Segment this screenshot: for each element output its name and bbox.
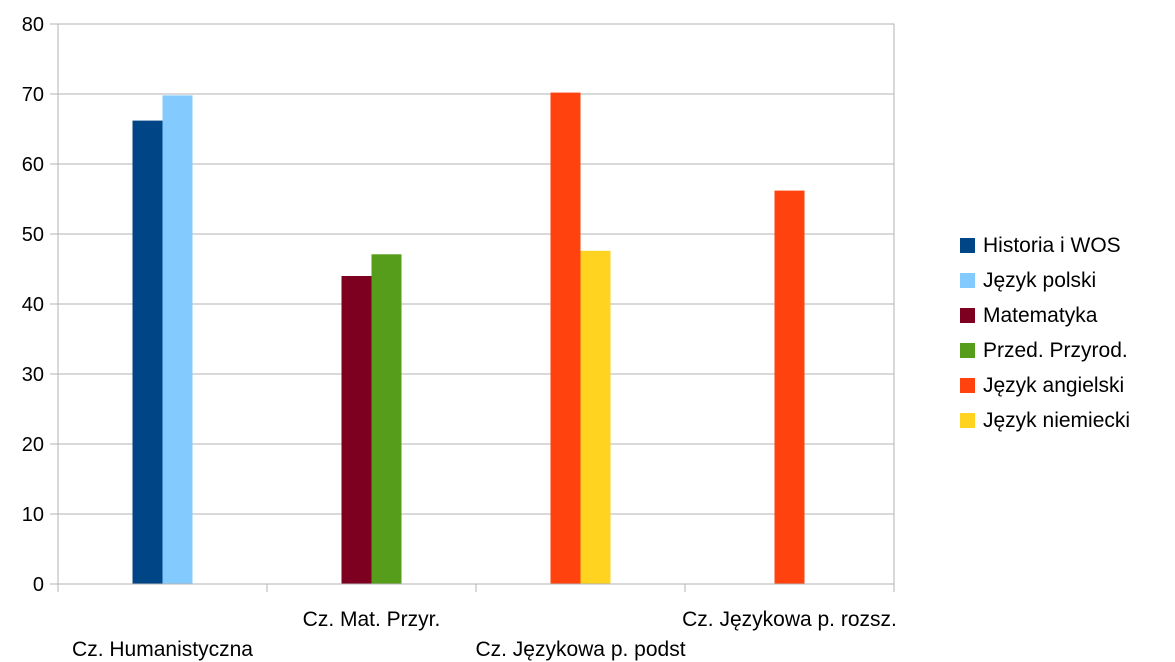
y-tick-labels: 0 10 20 30 40 50 60 70 80 [22, 14, 44, 596]
legend-item: Historia i WOS [960, 228, 1130, 263]
bar [162, 95, 193, 585]
legend-swatch [960, 343, 975, 358]
x-category-label: Cz. Językowa p. podst [475, 638, 685, 661]
legend-swatch [960, 378, 975, 393]
axes [57, 23, 895, 592]
y-tick-label: 60 [22, 154, 44, 176]
bar [550, 92, 581, 584]
bar [580, 250, 611, 585]
legend-item: Język polski [960, 263, 1130, 298]
y-tick-label: 30 [22, 364, 44, 386]
legend-item: Język niemiecki [960, 403, 1130, 438]
bar [371, 254, 402, 585]
bars [132, 92, 805, 585]
legend-label: Język niemiecki [983, 408, 1131, 432]
y-tick-label: 80 [22, 14, 44, 36]
legend-swatch [960, 273, 975, 288]
y-tick-label: 70 [22, 84, 44, 106]
legend-label: Język polski [983, 268, 1097, 292]
y-tick-label: 40 [22, 294, 44, 316]
legend-item: Matematyka [960, 298, 1130, 333]
y-tick-label: 10 [22, 504, 44, 526]
y-tick-label: 20 [22, 434, 44, 456]
legend-swatch [960, 308, 975, 323]
legend-label: Historia i WOS [983, 233, 1121, 257]
x-category-label: Cz. Mat. Przyr. [303, 608, 441, 631]
x-category-label: Cz. Językowa p. rozsz. [682, 608, 897, 631]
legend-item: Przed. Przyrod. [960, 333, 1130, 368]
x-category-label: Cz. Humanistyczna [72, 638, 253, 661]
bar [774, 190, 805, 584]
legend-swatch [960, 413, 975, 428]
bar [132, 120, 163, 584]
bar [341, 276, 372, 584]
y-tick-label: 50 [22, 224, 44, 246]
legend-label: Matematyka [983, 303, 1098, 327]
y-tick-label: 0 [33, 574, 44, 596]
legend-label: Przed. Przyrod. [983, 338, 1128, 362]
legend-label: Język angielski [983, 373, 1125, 397]
legend-item: Język angielski [960, 368, 1130, 403]
legend-swatch [960, 238, 975, 253]
legend: Historia i WOS Język polski Matematyka Prze… [960, 228, 1130, 438]
x-category-labels: Cz. Humanistyczna Cz. Mat. Przyr. Cz. Języ… [72, 608, 897, 661]
